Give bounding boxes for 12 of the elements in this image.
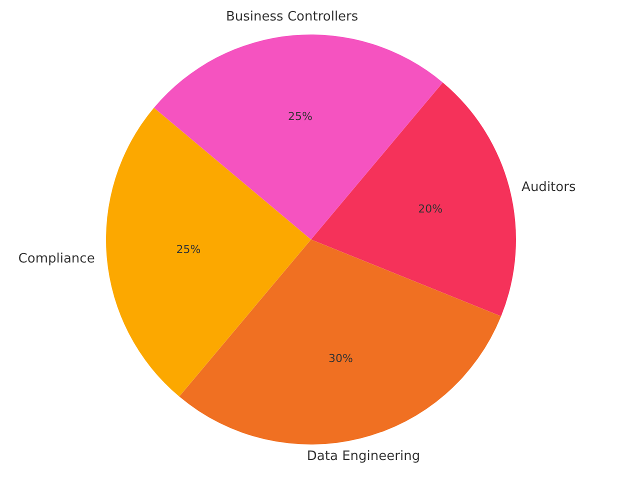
pie-slice [154,34,443,240]
data-label: 30% [328,352,353,365]
slice-label: Business Controllers [226,9,358,24]
pie-slice [106,108,311,397]
slice-label: Data Engineering [306,449,420,464]
slice-label: Compliance [18,251,95,266]
data-label: 25% [176,243,201,256]
pie-slice [311,82,516,316]
data-label: 20% [418,202,443,216]
slice-label: Auditors [522,180,576,196]
data-label: 25% [288,110,313,123]
pie-slice [179,240,502,444]
